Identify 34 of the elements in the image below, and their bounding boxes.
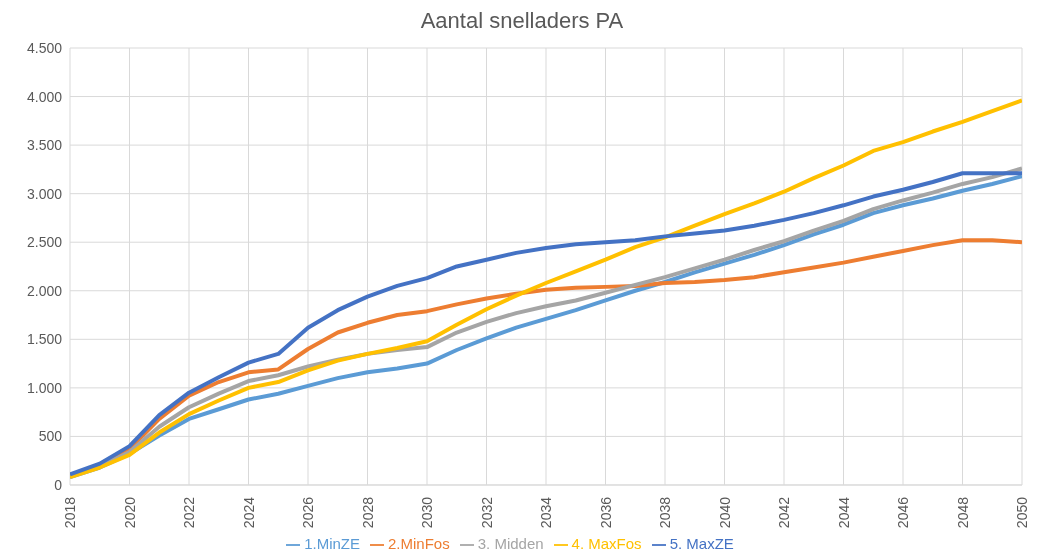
x-tick-label: 2036 xyxy=(597,496,614,529)
y-tick-label: 1.000 xyxy=(26,379,63,396)
x-tick-label: 2022 xyxy=(181,496,197,529)
x-tick-label: 2024 xyxy=(240,496,257,529)
x-tick-label: 2030 xyxy=(419,496,435,529)
y-tick-label: 3.000 xyxy=(26,185,63,202)
y-tick-label: 500 xyxy=(38,428,63,445)
y-tick-label: 4.000 xyxy=(26,88,63,105)
x-tick-label: 2034 xyxy=(538,496,554,529)
legend-label: 5. MaxZE xyxy=(669,534,734,552)
x-tick-label: 2048 xyxy=(954,496,971,529)
y-tick-label: 1.500 xyxy=(26,331,63,348)
x-tick-label: 2042 xyxy=(776,496,792,529)
x-tick-label: 2028 xyxy=(359,496,376,529)
y-tick-label: 2.500 xyxy=(26,234,63,251)
legend-label: 1.MinZE xyxy=(304,534,361,552)
x-tick-label: 2026 xyxy=(300,496,316,529)
y-tick-label: 4.500 xyxy=(26,39,63,56)
x-tick-label: 2032 xyxy=(478,496,495,529)
y-tick-label: 2.000 xyxy=(26,282,63,299)
x-tick-label: 2018 xyxy=(62,496,78,529)
x-tick-label: 2040 xyxy=(716,496,733,529)
x-tick-label: 2038 xyxy=(657,496,673,529)
legend-label: 4. MaxFos xyxy=(571,534,642,552)
legend-label: 2.MinFos xyxy=(388,534,450,552)
chart-title: Aantal snelladers PA xyxy=(420,8,624,33)
y-tick-label: 0 xyxy=(54,476,63,493)
y-tick-label: 3.500 xyxy=(26,137,63,154)
line-series xyxy=(70,98,1022,480)
x-tick-label: 2050 xyxy=(1014,496,1030,529)
x-tick-label: 2046 xyxy=(895,496,911,529)
x-tick-label: 2044 xyxy=(835,496,852,529)
legend-label: 3. Midden xyxy=(477,534,544,552)
x-tick-label: 2020 xyxy=(121,496,138,529)
